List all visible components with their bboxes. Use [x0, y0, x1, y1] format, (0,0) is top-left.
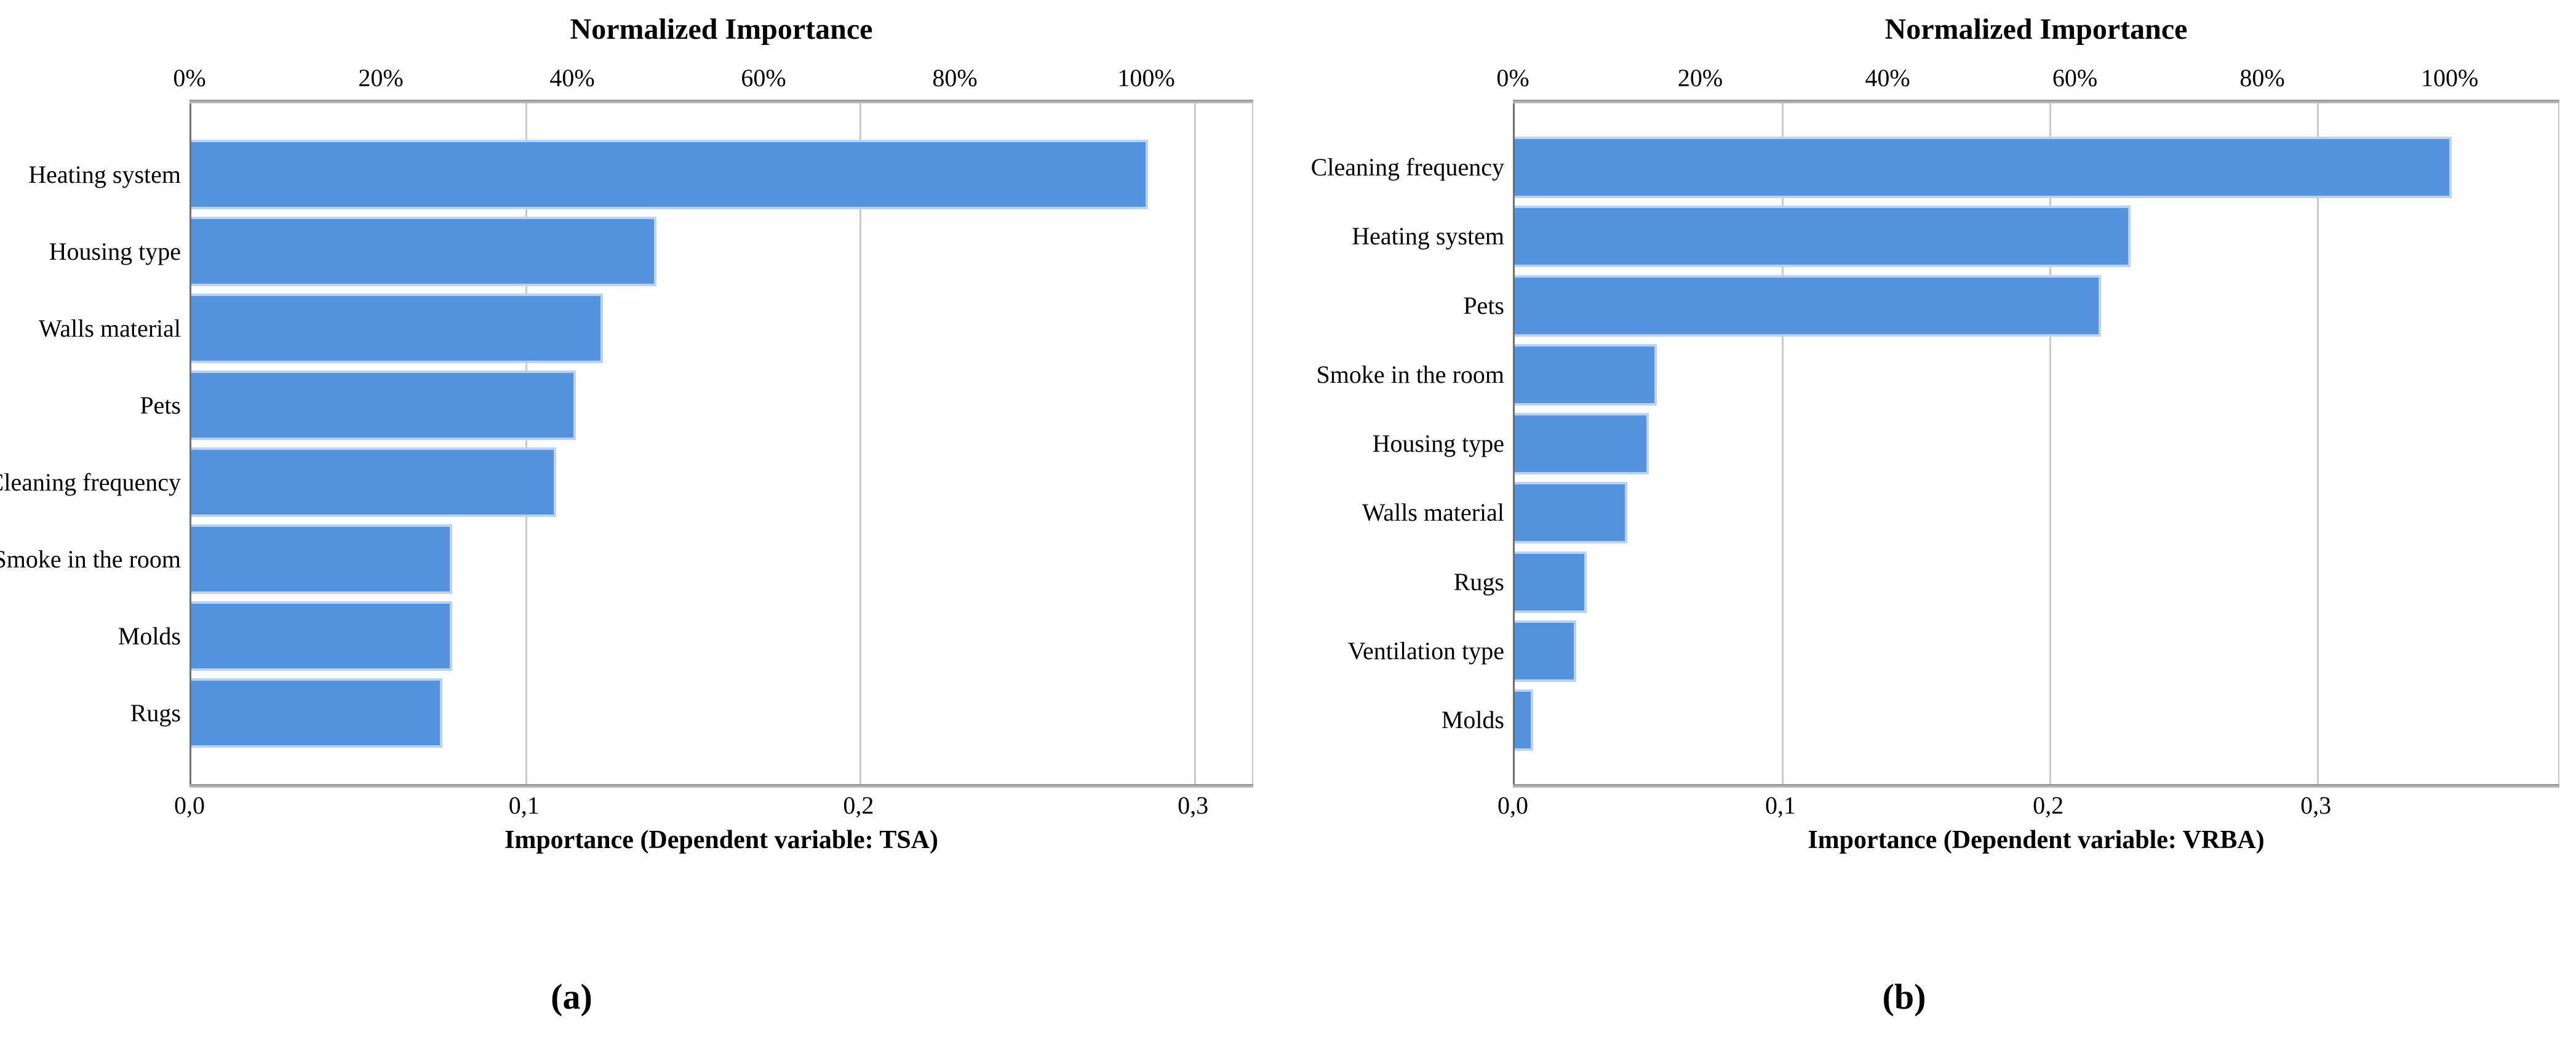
bottom-axis-tick-label: 0,0 — [174, 791, 205, 819]
category-label: Cleaning frequency — [1310, 153, 1504, 181]
plot-area — [189, 100, 1253, 788]
category-label: Molds — [1441, 706, 1504, 734]
bar-heating-system — [1515, 206, 2131, 268]
top-axis-line — [189, 100, 1253, 103]
bar-pets — [1515, 274, 2101, 337]
gridline — [1782, 103, 1784, 784]
category-label: Housing type — [49, 237, 181, 265]
chart-title: Normalized Importance — [570, 13, 873, 46]
gridline — [2049, 103, 2052, 784]
bar-cleaning-frequency — [1515, 137, 2452, 198]
category-label: Ventilation type — [1347, 636, 1504, 665]
top-axis-tick-label: 20% — [1677, 64, 1723, 92]
category-label: Molds — [118, 622, 181, 650]
top-axis-tick-label: 40% — [1865, 64, 1910, 92]
gridline — [1194, 103, 1197, 784]
bar-cleaning-frequency — [191, 447, 556, 517]
top-axis-tick-label: 40% — [549, 64, 595, 92]
category-label: Pets — [140, 391, 181, 419]
bottom-axis-tick-label: 0,3 — [2300, 791, 2332, 819]
gridline — [859, 103, 862, 784]
top-axis-tick-label: 80% — [2239, 64, 2285, 92]
bar-smoke-in-the-room — [191, 524, 453, 594]
bottom-axis-tick-label: 0,1 — [1765, 791, 1796, 819]
category-label: Heating system — [1352, 222, 1504, 250]
category-label: Smoke in the room — [0, 545, 181, 573]
top-axis-tick-label: 100% — [2420, 64, 2479, 92]
chart-panel-b: Normalized Importance Importance (Depend… — [1288, 0, 2576, 1037]
bar-molds — [1515, 689, 1534, 751]
bottom-axis-tick-label: 0,2 — [2033, 791, 2064, 819]
plot-area — [1513, 100, 2559, 788]
bar-rugs — [191, 678, 442, 748]
bar-molds — [191, 601, 453, 671]
top-axis-tick-label: 80% — [932, 64, 978, 92]
bar-smoke-in-the-room — [1515, 343, 1657, 406]
bar-walls-material — [191, 294, 603, 363]
category-label: Walls material — [38, 314, 181, 342]
category-label: Rugs — [1453, 567, 1504, 596]
bottom-axis-tick-label: 0,3 — [1178, 791, 1209, 819]
top-axis-line — [1513, 100, 2559, 103]
category-label: Smoke in the room — [1316, 360, 1504, 388]
x-axis-title: Importance (Dependent variable: VRBA) — [1808, 826, 2265, 854]
figure-caption: (a) — [551, 977, 592, 1017]
x-axis-title: Importance (Dependent variable: TSA) — [504, 826, 939, 854]
bottom-axis-line — [1513, 784, 2559, 788]
chart-panel-a: Normalized Importance Importance (Depend… — [0, 13, 1253, 1017]
gridline — [2317, 103, 2319, 784]
top-axis-tick-label: 60% — [2052, 64, 2098, 92]
category-label: Pets — [1463, 291, 1504, 319]
bar-rugs — [1515, 551, 1587, 613]
top-axis-tick-label: 20% — [358, 64, 404, 92]
bar-walls-material — [1515, 482, 1627, 544]
bottom-axis-tick-label: 0,0 — [1497, 791, 1528, 819]
chart-title: Normalized Importance — [1884, 13, 2188, 46]
bottom-axis-tick-label: 0,2 — [843, 791, 874, 819]
top-axis-tick-label: 0% — [1496, 64, 1529, 92]
bar-housing-type — [1515, 413, 1649, 474]
category-label: Heating system — [28, 160, 181, 188]
category-label: Walls material — [1362, 498, 1504, 527]
bar-ventilation-type — [1515, 620, 1577, 682]
category-label: Housing type — [1372, 430, 1504, 457]
figure-caption: (b) — [1882, 977, 1926, 1017]
category-label: Rugs — [130, 699, 181, 727]
gridline — [525, 103, 527, 784]
bar-housing-type — [191, 217, 656, 286]
category-label: Cleaning frequency — [0, 468, 181, 496]
bottom-axis-line — [189, 784, 1253, 788]
top-axis-tick-label: 0% — [173, 64, 206, 92]
bar-heating-system — [191, 140, 1148, 209]
bottom-axis-tick-label: 0,1 — [508, 791, 540, 819]
bar-pets — [191, 370, 576, 440]
top-axis-tick-label: 100% — [1117, 64, 1175, 92]
top-axis-tick-label: 60% — [741, 64, 786, 92]
